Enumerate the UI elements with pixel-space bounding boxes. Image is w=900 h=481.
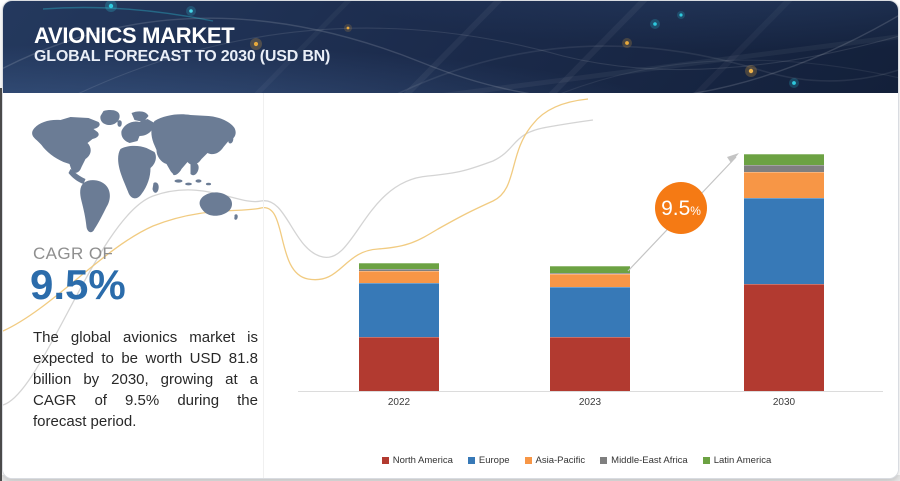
bar-segment-middle-east-africa-2030	[744, 164, 824, 172]
page-subtitle: GLOBAL FORECAST TO 2030 (USD BN)	[34, 48, 331, 65]
x-axis-label-2023: 2023	[578, 397, 602, 408]
legend-item-middle-east-africa: Middle-East Africa	[600, 455, 688, 466]
legend-item-asia-pacific: Asia-Pacific	[524, 455, 586, 466]
legend-label-middle-east-africa: Middle-East Africa	[611, 455, 688, 466]
main-content: CAGR OF 9.5% The global avionics market …	[3, 93, 898, 478]
bar-segment-north-america-2023	[550, 337, 630, 391]
bar-segment-middle-east-africa-2022	[359, 269, 439, 272]
market-description: The global avionics market is expected t…	[33, 329, 258, 430]
page-title: AVIONICS MARKET	[34, 23, 235, 48]
bar-segment-latin-america-2022	[359, 263, 439, 270]
panel-divider	[263, 93, 264, 478]
legend-item-latin-america: Latin America	[702, 455, 772, 466]
header-banner: AVIONICS MARKET GLOBAL FORECAST TO 2030 …	[3, 1, 898, 93]
header-network-decoration	[3, 1, 898, 93]
bar-segment-europe-2022	[359, 283, 439, 337]
legend-swatch-europe	[467, 457, 475, 464]
bar-2023	[550, 266, 630, 391]
legend-swatch-asia-pacific	[524, 457, 532, 464]
page-left-edge	[0, 88, 2, 481]
chart-legend: North America Europe Asia-Pacific Middle-Ea…	[265, 455, 888, 466]
legend-swatch-latin-america	[702, 457, 710, 464]
x-axis-label-2030: 2030	[772, 397, 796, 408]
bar-segment-middle-east-africa-2023	[550, 272, 630, 275]
cagr-value: 9.5%	[30, 261, 126, 308]
x-axis-line	[298, 391, 883, 392]
bar-segment-north-america-2022	[359, 337, 439, 391]
bar-2030	[744, 153, 824, 391]
cagr-badge-value: 9.5	[661, 196, 691, 220]
legend-item-north-america: North America	[381, 455, 453, 466]
bar-2022	[359, 263, 439, 391]
world-map	[32, 110, 238, 233]
x-axis-label-2022: 2022	[387, 397, 411, 408]
bar-segment-north-america-2030	[744, 283, 824, 391]
bar-segment-latin-america-2023	[550, 266, 630, 273]
cagr-badge: 9.5%	[655, 182, 707, 234]
legend-item-europe: Europe	[467, 455, 510, 466]
legend-label-asia-pacific: Asia-Pacific	[535, 455, 586, 466]
legend-swatch-middle-east-africa	[600, 457, 608, 464]
legend-swatch-north-america	[381, 457, 389, 464]
legend-label-latin-america: Latin America	[713, 455, 772, 466]
cagr-badge-unit: %	[690, 203, 701, 218]
bar-segment-asia-pacific-2023	[550, 274, 630, 288]
bar-segment-latin-america-2030	[744, 153, 824, 165]
cagr-label: CAGR OF	[33, 244, 114, 263]
bar-segment-europe-2023	[550, 287, 630, 337]
legend-label-europe: Europe	[478, 455, 510, 466]
bar-segment-europe-2030	[744, 198, 824, 284]
legend-label-north-america: North America	[392, 455, 453, 466]
bar-segment-asia-pacific-2022	[359, 271, 439, 283]
bar-segment-asia-pacific-2030	[744, 171, 824, 199]
